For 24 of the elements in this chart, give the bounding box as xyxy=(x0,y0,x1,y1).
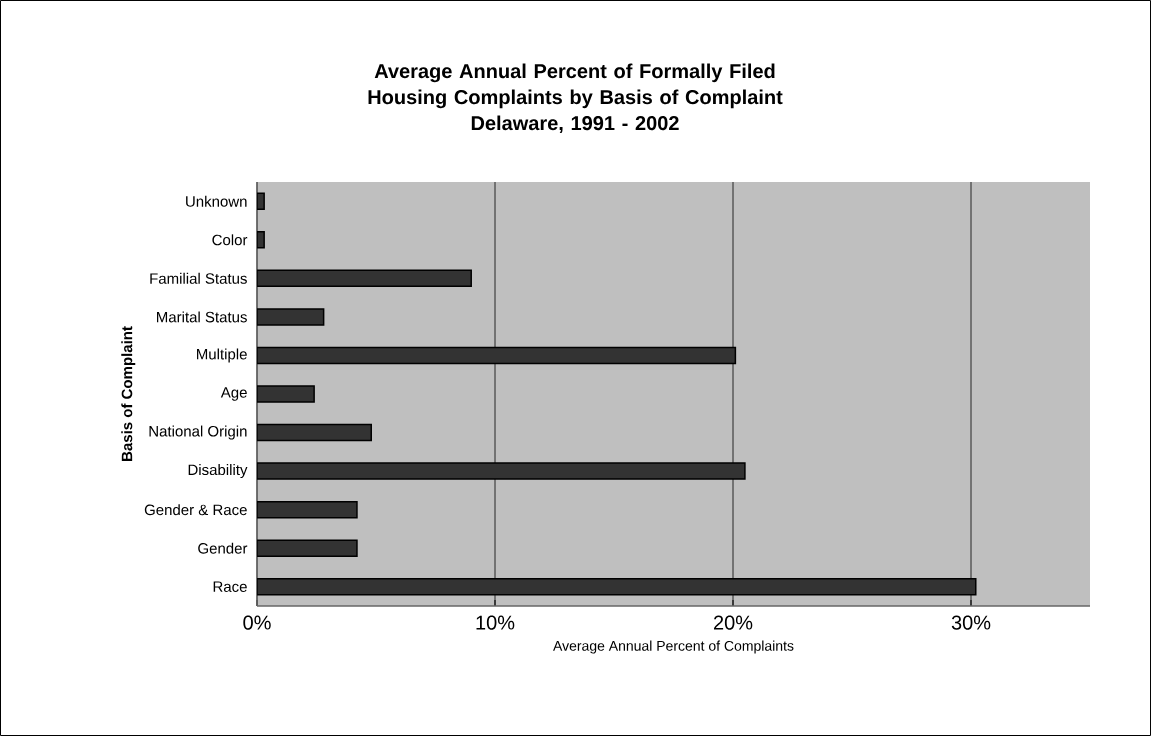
x-axis-title: Average Annual Percent of Complaints xyxy=(553,640,794,654)
y-tick-label: Race xyxy=(213,581,247,592)
chart-subtitle: Delaware, 1991 - 2002 xyxy=(471,115,679,134)
y-tick-label: Disability xyxy=(188,464,248,479)
x-tick-label: 20% xyxy=(713,615,753,630)
x-tick-label: 0% xyxy=(243,615,271,630)
y-tick-label: Multiple xyxy=(197,348,247,363)
y-tick-label: Familial Status xyxy=(150,272,247,284)
y-tick-label: Color xyxy=(212,234,248,246)
y-tick-label: Marital Status xyxy=(157,311,247,323)
bar xyxy=(257,423,372,442)
chart-title: Average Annual Percent of Formally Filed Housing Complaints by Basis of Complaint xyxy=(368,63,783,109)
bar xyxy=(257,577,977,596)
y-tick-label: Age xyxy=(220,387,247,401)
bar xyxy=(257,500,358,519)
y-tick-label: Gender & Race xyxy=(144,504,247,516)
bar xyxy=(257,269,472,288)
y-axis-title: Basis of Complaint xyxy=(121,326,136,461)
x-tick-label: 10% xyxy=(476,615,515,630)
bar xyxy=(257,346,737,365)
y-tick-label: National Origin xyxy=(149,425,247,440)
y-tick-label: Unknown xyxy=(186,195,247,207)
x-tick-label: 30% xyxy=(951,615,991,630)
y-tick-label: Gender xyxy=(198,542,248,554)
